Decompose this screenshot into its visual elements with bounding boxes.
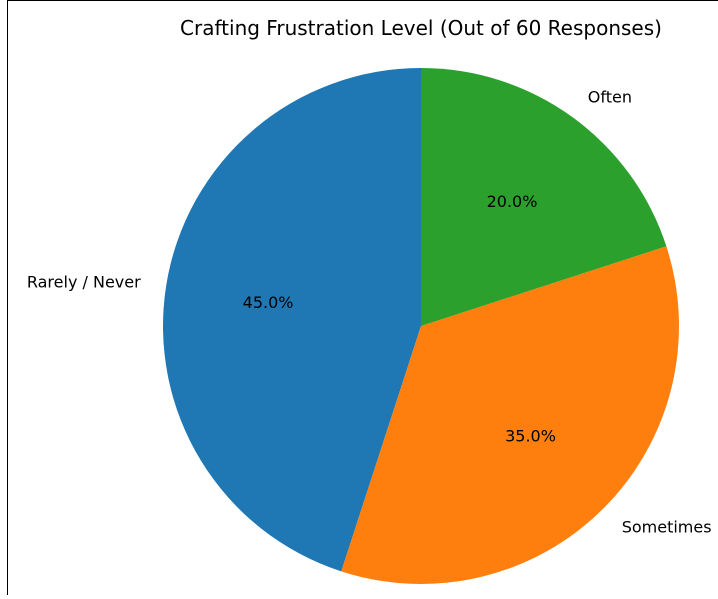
pie-slice-often bbox=[421, 68, 667, 326]
pie-pct-label: 35.0% bbox=[505, 427, 556, 446]
pie-pct-label: 45.0% bbox=[243, 293, 294, 312]
pie-labels: 45.0% Rarely / Never 35.0% Sometimes 20.0% Of… bbox=[27, 87, 712, 536]
frame-top-border bbox=[7, 0, 718, 1]
pie-pct-label: 20.0% bbox=[487, 192, 538, 211]
pie-category-label: Rarely / Never bbox=[27, 273, 141, 292]
frame-left-border bbox=[7, 0, 8, 595]
pie-slice-sometimes bbox=[341, 246, 679, 584]
chart-title: Crafting Frustration Level (Out of 60 Re… bbox=[180, 16, 662, 40]
pie-slices bbox=[163, 68, 679, 584]
pie-slice-rarely-never bbox=[163, 68, 421, 572]
pie-category-label: Sometimes bbox=[622, 518, 712, 537]
pie-category-label: Often bbox=[588, 87, 632, 106]
